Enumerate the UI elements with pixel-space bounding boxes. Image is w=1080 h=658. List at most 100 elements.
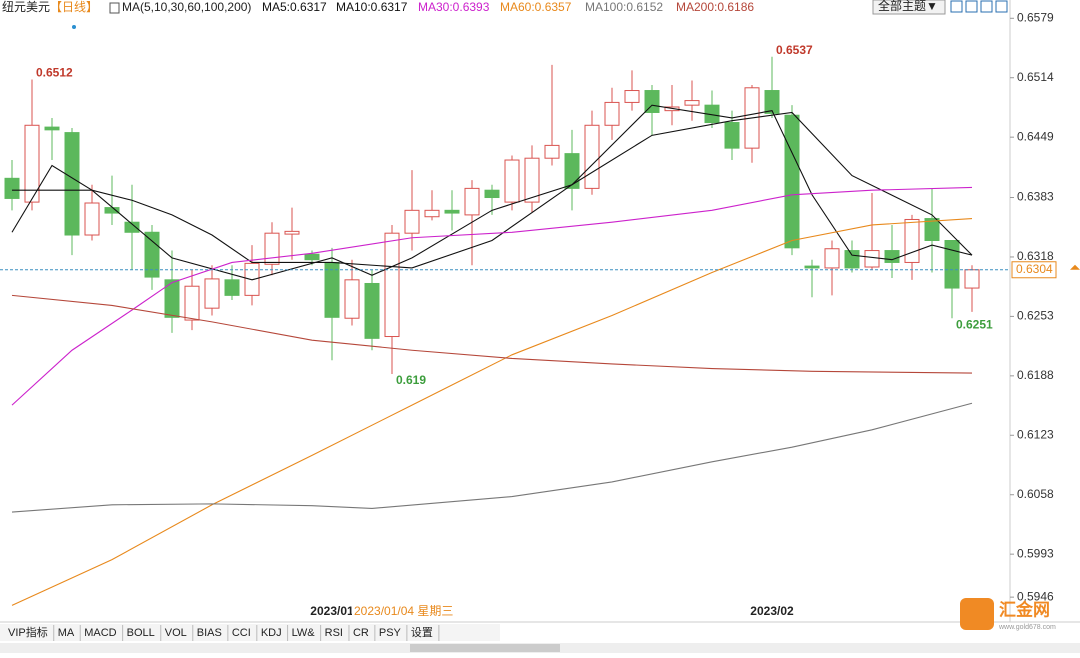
ma-line: [11, 104, 973, 281]
candle-body: [604, 101, 620, 126]
toolbar-tab[interactable]: RSI: [325, 627, 343, 639]
y-tick-label: 0.6514: [1017, 70, 1054, 84]
candle-body: [564, 153, 580, 189]
ma-line: [11, 402, 973, 513]
candle-body: [824, 248, 840, 269]
toolbar-tab[interactable]: LW&: [292, 627, 316, 639]
y-tick-label: 0.6123: [1017, 427, 1054, 441]
ma-icon: [109, 2, 120, 14]
plot-area: [4, 56, 980, 606]
ma-line: [11, 186, 973, 406]
y-tick-label: 0.6318: [1017, 249, 1054, 263]
candle-body: [724, 122, 740, 149]
legend-entry: MA200:0.6186: [676, 0, 754, 14]
candle-body: [764, 90, 780, 114]
legend-entry: MA10:0.6317: [336, 0, 408, 14]
candle-body: [964, 269, 980, 289]
toolbar-tab[interactable]: PSY: [379, 627, 402, 639]
x-tick-label: 2023/01: [310, 604, 354, 618]
theme-label[interactable]: 全部主题▼: [878, 0, 938, 13]
y-tick-label: 0.6058: [1017, 487, 1054, 501]
legend-entry: MA30:0.6393: [418, 0, 490, 14]
last-price-label: 0.6304: [1016, 262, 1053, 276]
candle-body: [204, 278, 220, 309]
toolbar-tab[interactable]: KDJ: [261, 627, 282, 639]
toolbar-tab[interactable]: MA: [58, 627, 75, 639]
theme-dropdown[interactable]: [872, 0, 946, 15]
candle-body: [944, 240, 960, 289]
candle-body: [684, 100, 700, 106]
last-price-box: [1011, 261, 1057, 279]
y-tick-label: 0.6449: [1017, 129, 1054, 143]
ma-line: [12, 111, 973, 269]
x-tick-label: 2023/02: [750, 604, 794, 618]
toolbar-tab[interactable]: BIAS: [197, 627, 222, 639]
candle-body: [384, 232, 400, 338]
candle-body: [504, 159, 520, 203]
y-tick-label: 0.6253: [1017, 309, 1054, 323]
ma-line: [11, 294, 973, 374]
icon[interactable]: [950, 0, 963, 13]
candle-body: [924, 218, 940, 242]
icon[interactable]: [965, 0, 978, 13]
icon[interactable]: [980, 0, 993, 13]
candle-body: [884, 250, 900, 263]
candle-body: [264, 232, 280, 265]
toolbar-tab[interactable]: 设置: [411, 626, 433, 639]
legend-entry: MA100:0.6152: [585, 0, 663, 14]
candle-body: [304, 253, 320, 261]
crosshair-box: [352, 605, 458, 620]
high-label: 0.6512: [36, 66, 73, 80]
candle-body: [64, 132, 80, 236]
candle-body: [444, 209, 460, 214]
toolbar-tab[interactable]: MACD: [84, 627, 116, 639]
candle-body: [644, 90, 660, 113]
candle-body: [904, 218, 920, 263]
toolbar-tab[interactable]: BOLL: [127, 627, 155, 639]
period: 【日线】: [50, 0, 98, 14]
scroll-thumb[interactable]: [410, 644, 560, 652]
candle-body: [864, 250, 880, 268]
dot: [72, 25, 76, 29]
candle-body: [24, 124, 40, 203]
high-label: 0.6537: [776, 43, 813, 57]
candle-body: [184, 285, 200, 321]
legend-entry: MA5:0.6317: [262, 0, 327, 14]
logo-icon: [960, 598, 994, 630]
y-tick-label: 0.5993: [1017, 546, 1054, 560]
low-label: 0.6251: [956, 317, 993, 331]
candle-body: [4, 177, 20, 199]
crosshair-label: 2023/01/04 星期三: [354, 604, 453, 618]
candle-body: [784, 114, 800, 249]
candle-body: [144, 231, 160, 278]
low-label: 0.619: [396, 373, 426, 387]
ma-params: MA(5,10,30,60,100,200): [122, 0, 251, 14]
y-tick-label: 0.6579: [1017, 10, 1054, 24]
toolbar-tab[interactable]: CCI: [232, 627, 251, 639]
toolbar-tab[interactable]: VIP指标: [8, 625, 48, 639]
y-tick-label: 0.6188: [1017, 368, 1054, 382]
candle-body: [524, 157, 540, 203]
candle-body: [844, 250, 860, 269]
toolbar-tab[interactable]: VOL: [165, 627, 187, 639]
candle-body: [584, 124, 600, 189]
candle-body: [84, 202, 100, 236]
candle-body: [104, 207, 120, 214]
logo-url: www.gold678.com: [998, 624, 1056, 631]
candle-body: [424, 209, 440, 218]
candle-body: [224, 279, 240, 296]
candle-body: [284, 230, 300, 235]
candle-body: [464, 187, 480, 216]
candle-body: [344, 279, 360, 319]
candle-body: [544, 144, 560, 159]
candle-body: [324, 261, 340, 318]
last-price-arrow: [1070, 264, 1080, 270]
candle-body: [164, 279, 180, 318]
toolbar-tab[interactable]: CR: [353, 627, 369, 639]
icon[interactable]: [995, 0, 1008, 13]
y-tick-label: 0.5946: [1017, 589, 1054, 603]
candle-body: [484, 189, 500, 199]
